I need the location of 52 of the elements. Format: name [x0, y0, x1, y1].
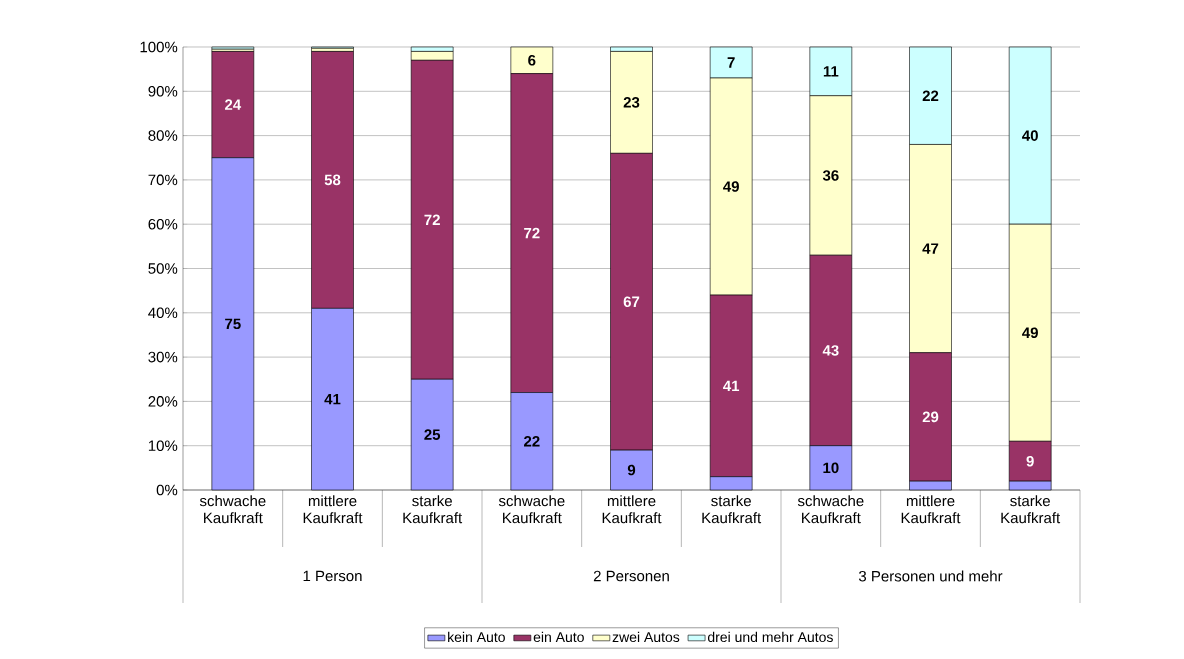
data-label: 11 — [823, 66, 839, 77]
data-label: 6 — [528, 54, 536, 66]
data-label: 49 — [1022, 327, 1038, 339]
y-tick-label: 50% — [148, 263, 178, 274]
data-label: 29 — [922, 411, 939, 423]
legend-label: drei und mehr Autos — [707, 631, 833, 643]
legend-label: ein Auto — [533, 631, 584, 643]
x-tick-label: schwache Kaufkraft — [498, 495, 565, 524]
data-label: 22 — [524, 436, 540, 447]
x-tick-label: schwache Kaufkraft — [797, 495, 864, 524]
data-label: 41 — [324, 394, 341, 405]
x-tick-label: schwache Kaufkraft — [199, 495, 266, 524]
x-tick-label: starke Kaufkraft — [403, 495, 463, 524]
y-tick-label: 30% — [148, 351, 178, 363]
data-label: 24 — [225, 99, 242, 110]
data-label: 47 — [922, 243, 939, 254]
data-label: 40 — [1022, 130, 1038, 141]
legend-label: zwei Autos — [612, 631, 680, 643]
y-tick-label: 0% — [156, 484, 178, 496]
x-tick-label: mittlere Kaufkraft — [901, 495, 961, 524]
y-tick-label: 60% — [148, 218, 178, 230]
y-tick-label: 40% — [148, 307, 178, 319]
text: 3 Personen und mehr — [858, 570, 1003, 582]
data-label: 75 — [225, 318, 241, 330]
data-label: 72 — [424, 214, 440, 225]
data-label: 25 — [424, 429, 441, 440]
data-label: 10 — [823, 462, 839, 474]
data-label: 41 — [723, 380, 740, 392]
y-tick-label: 90% — [148, 85, 178, 97]
data-label: 67 — [623, 296, 640, 308]
data-label: 23 — [623, 97, 640, 108]
data-label: 72 — [524, 227, 540, 239]
y-tick-label: 80% — [148, 130, 178, 141]
data-label: 22 — [922, 90, 939, 101]
y-tick-label: 100% — [140, 41, 178, 53]
data-label: 7 — [727, 57, 735, 68]
text: 2 Personen — [593, 570, 669, 582]
x-tick-label: mittlere Kaufkraft — [303, 495, 363, 524]
data-label: 43 — [822, 345, 839, 356]
legend-label: kein Auto — [448, 631, 505, 643]
data-label: 9 — [1026, 455, 1034, 467]
data-label: 58 — [324, 174, 341, 186]
text: 1 Person — [303, 570, 362, 582]
data-label: 9 — [627, 464, 636, 476]
y-tick-label: 70% — [148, 174, 178, 186]
x-tick-label: mittlere Kaufkraft — [602, 495, 662, 524]
x-tick-label: starke Kaufkraft — [1001, 495, 1061, 524]
y-tick-label: 10% — [148, 440, 178, 452]
data-label: 49 — [723, 181, 739, 192]
x-tick-label: starke Kaufkraft — [702, 495, 762, 524]
data-label: 36 — [822, 170, 839, 181]
y-tick-label: 20% — [148, 396, 178, 407]
